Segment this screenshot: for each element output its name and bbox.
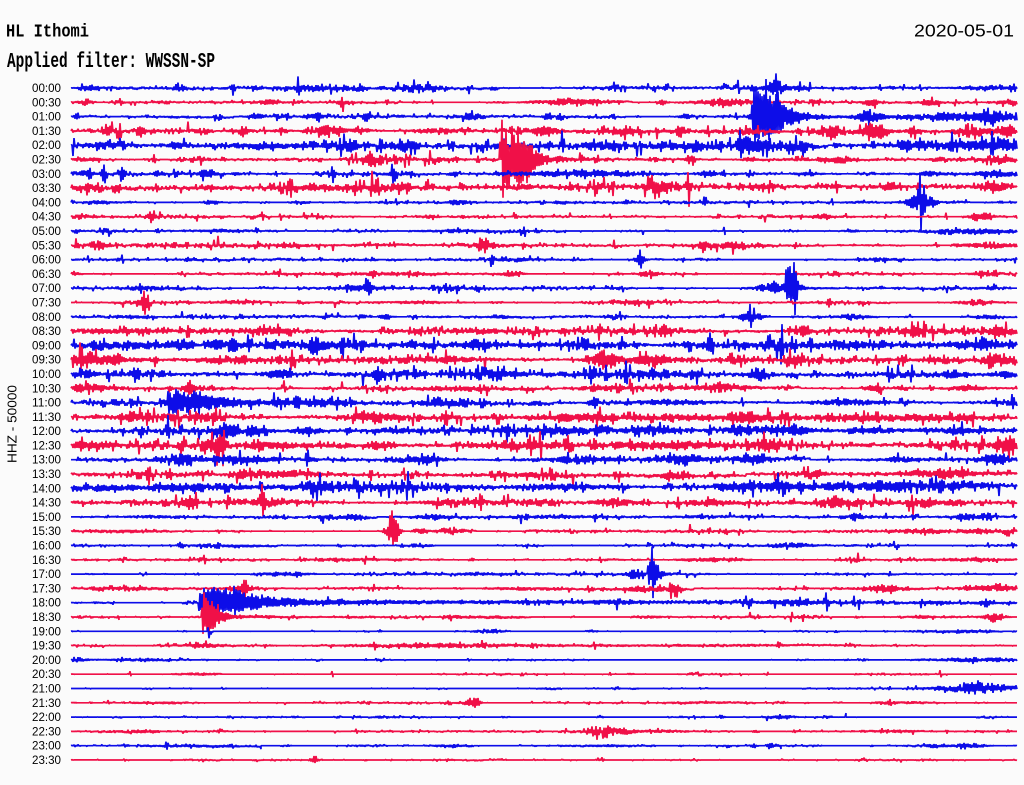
svg-text:15:30: 15:30 <box>32 524 61 538</box>
svg-text:00:00: 00:00 <box>32 81 61 95</box>
svg-text:20:00: 20:00 <box>32 653 61 667</box>
svg-text:05:00: 05:00 <box>32 224 61 238</box>
svg-text:11:00: 11:00 <box>32 396 61 410</box>
svg-text:13:00: 13:00 <box>32 453 61 467</box>
svg-text:04:30: 04:30 <box>32 210 61 224</box>
svg-text:21:30: 21:30 <box>32 696 61 710</box>
svg-text:HL Ithomi: HL Ithomi <box>6 22 89 43</box>
svg-text:23:00: 23:00 <box>32 739 61 753</box>
svg-text:10:30: 10:30 <box>32 381 61 395</box>
svg-text:06:30: 06:30 <box>32 267 61 281</box>
svg-text:09:00: 09:00 <box>32 338 61 352</box>
svg-text:05:30: 05:30 <box>32 238 61 252</box>
svg-text:01:30: 01:30 <box>32 124 61 138</box>
svg-text:22:00: 22:00 <box>32 710 61 724</box>
svg-text:08:30: 08:30 <box>32 324 61 338</box>
svg-text:16:00: 16:00 <box>32 539 61 553</box>
svg-text:21:00: 21:00 <box>32 682 61 696</box>
svg-text:2020-05-01: 2020-05-01 <box>914 21 1014 41</box>
svg-text:03:00: 03:00 <box>32 167 61 181</box>
svg-text:22:30: 22:30 <box>32 724 61 738</box>
svg-text:04:00: 04:00 <box>32 195 61 209</box>
svg-text:12:30: 12:30 <box>32 438 61 452</box>
svg-text:02:00: 02:00 <box>32 138 61 152</box>
svg-text:07:30: 07:30 <box>32 296 61 310</box>
svg-text:19:30: 19:30 <box>32 639 61 653</box>
svg-text:02:30: 02:30 <box>32 153 61 167</box>
svg-text:10:00: 10:00 <box>32 367 61 381</box>
svg-text:18:00: 18:00 <box>32 596 61 610</box>
svg-text:03:30: 03:30 <box>32 181 61 195</box>
svg-text:00:30: 00:30 <box>32 95 61 109</box>
svg-text:17:30: 17:30 <box>32 581 61 595</box>
svg-text:01:00: 01:00 <box>32 110 61 124</box>
svg-text:23:30: 23:30 <box>32 753 61 767</box>
svg-text:11:30: 11:30 <box>32 410 61 424</box>
svg-text:13:30: 13:30 <box>32 467 61 481</box>
svg-text:HHZ - 50000: HHZ - 50000 <box>6 385 20 463</box>
svg-text:07:00: 07:00 <box>32 281 61 295</box>
svg-text:17:00: 17:00 <box>32 567 61 581</box>
svg-text:16:30: 16:30 <box>32 553 61 567</box>
svg-text:14:00: 14:00 <box>32 481 61 495</box>
svg-text:08:00: 08:00 <box>32 310 61 324</box>
svg-text:20:30: 20:30 <box>32 667 61 681</box>
svg-text:15:00: 15:00 <box>32 510 61 524</box>
svg-text:Applied filter: WWSSN-SP: Applied filter: WWSSN-SP <box>7 51 215 74</box>
svg-text:06:00: 06:00 <box>32 253 61 267</box>
svg-text:19:00: 19:00 <box>32 624 61 638</box>
svg-text:09:30: 09:30 <box>32 353 61 367</box>
svg-text:14:30: 14:30 <box>32 496 61 510</box>
svg-text:18:30: 18:30 <box>32 610 61 624</box>
svg-text:12:00: 12:00 <box>32 424 61 438</box>
